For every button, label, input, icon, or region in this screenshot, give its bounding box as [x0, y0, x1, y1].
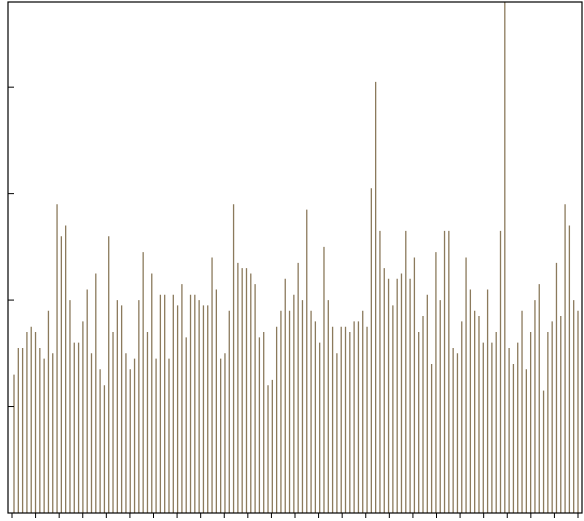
x-axis-ticks [11, 513, 579, 518]
plot-frame [7, 1, 583, 514]
y-axis-ticks [8, 86, 14, 408]
bars-group [13, 2, 579, 513]
